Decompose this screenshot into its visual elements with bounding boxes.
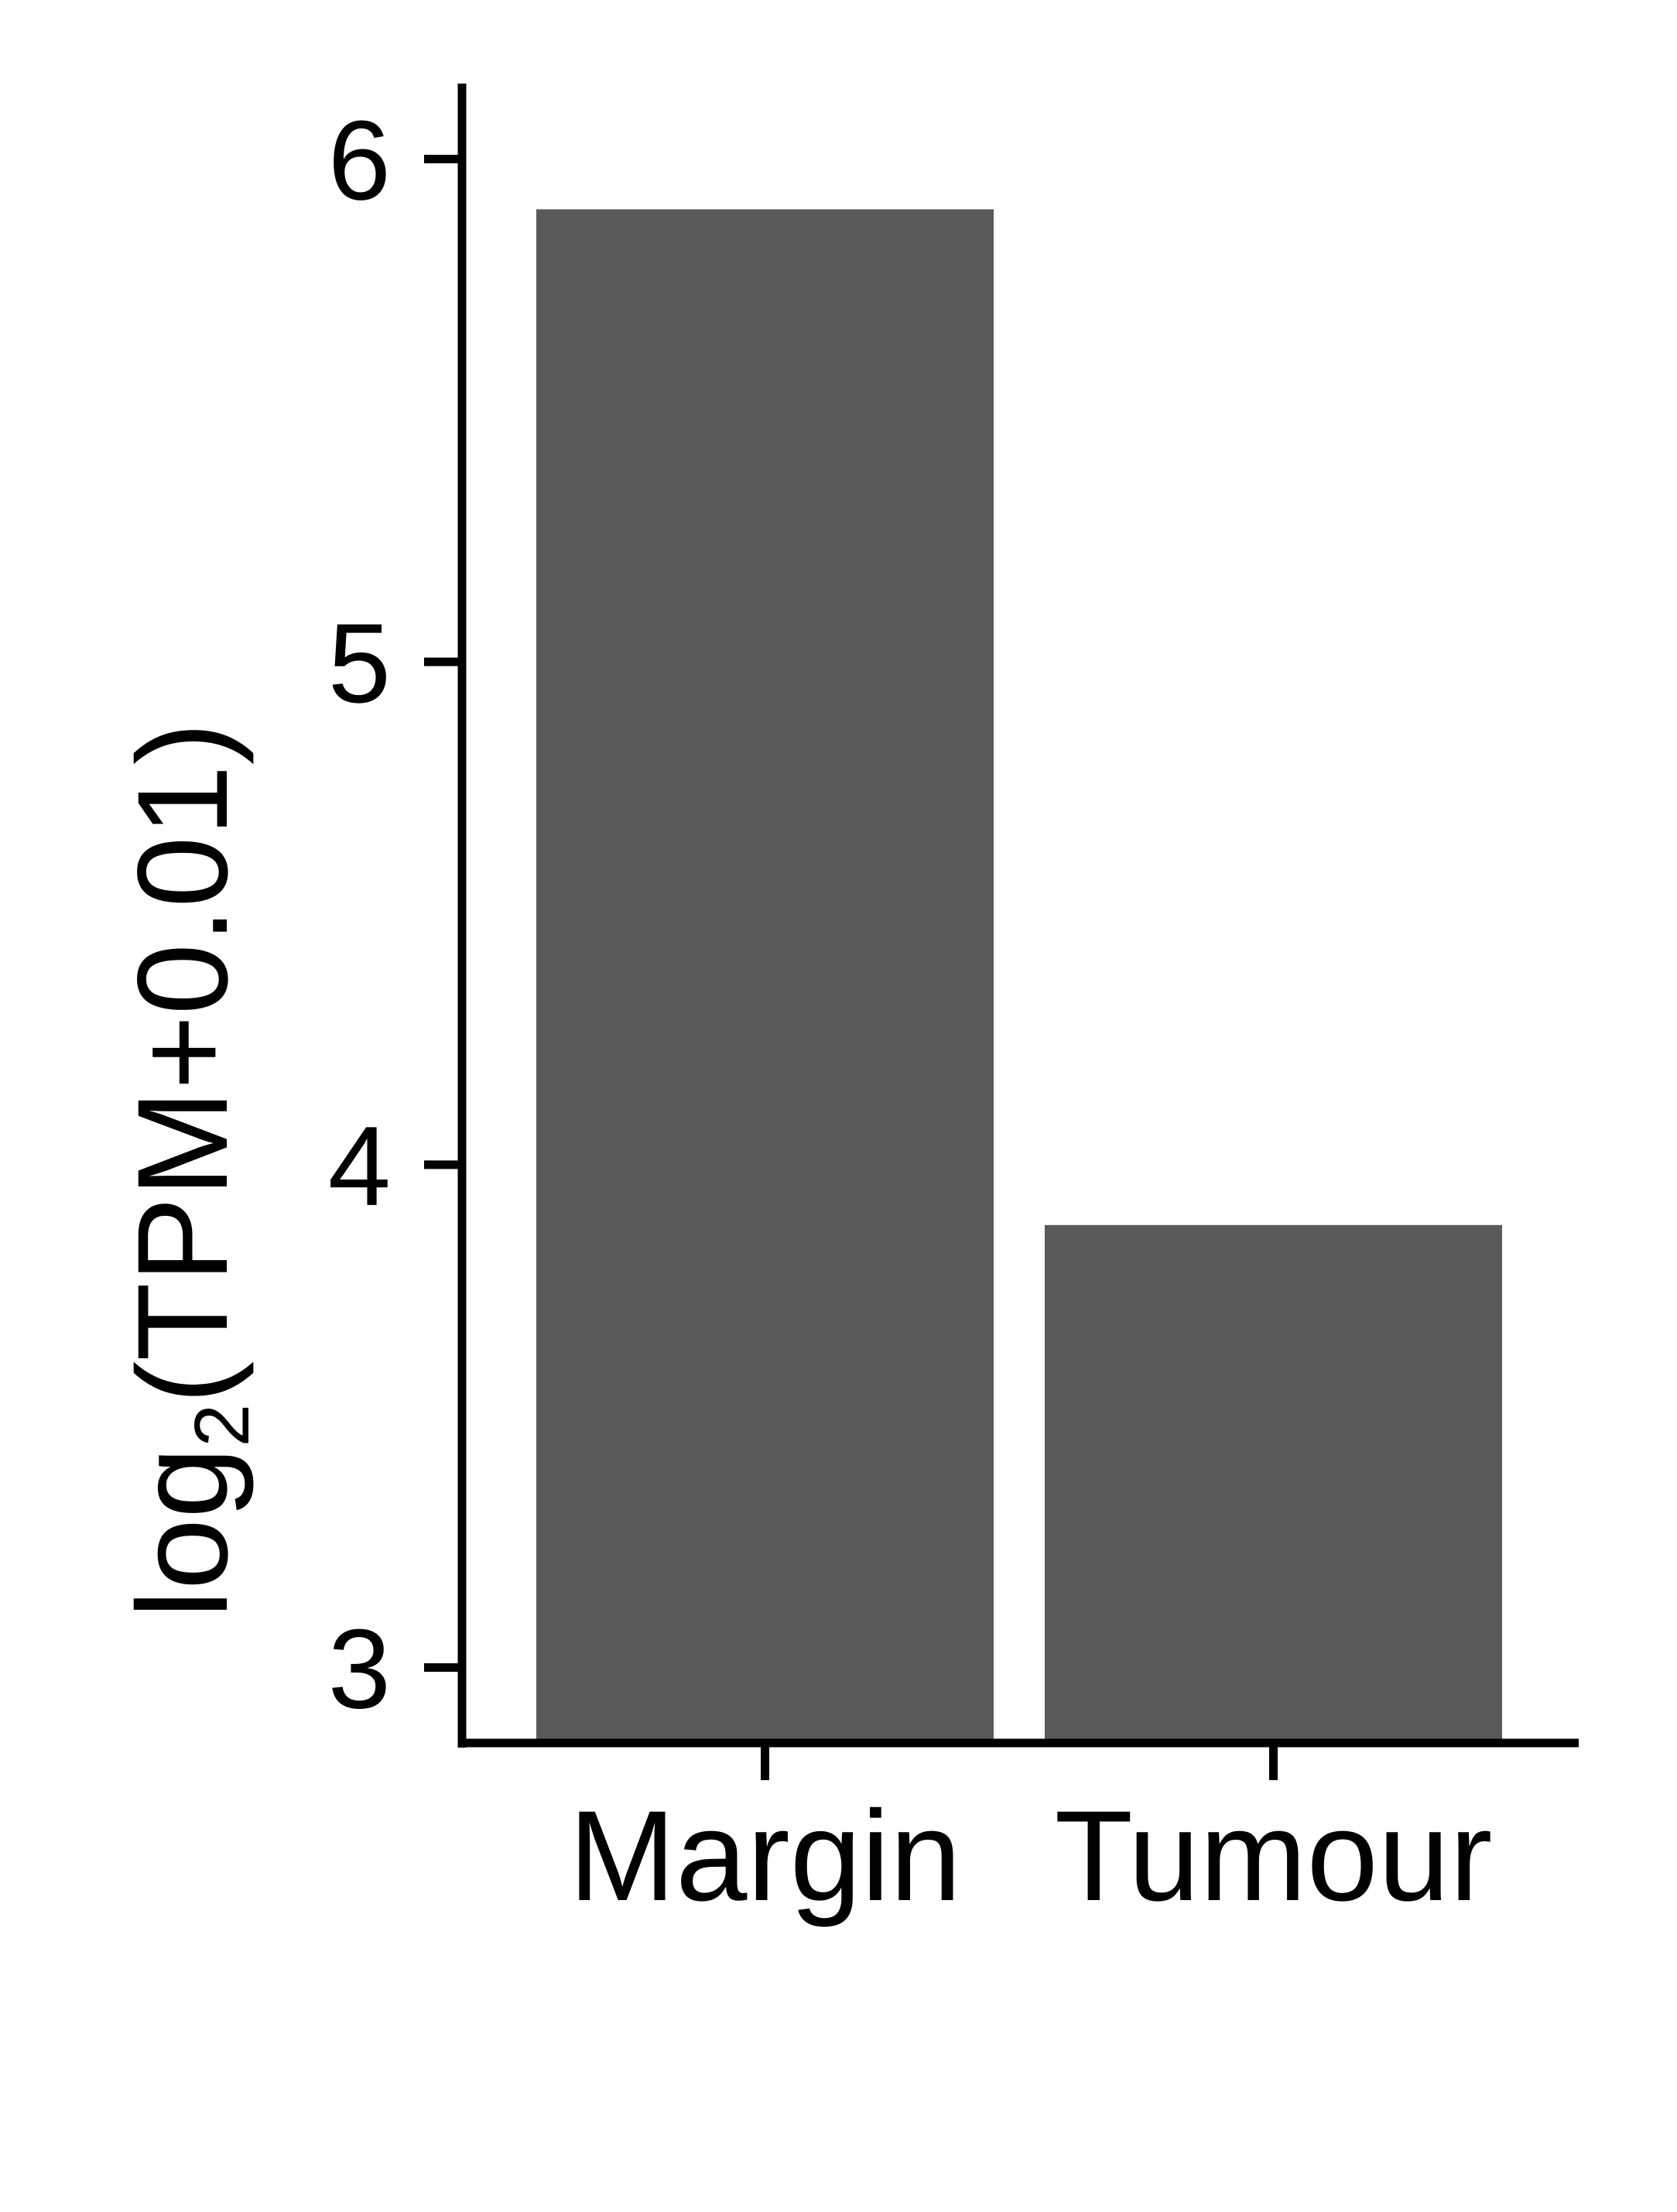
- y-tick-label-4: 4: [328, 1103, 391, 1229]
- bar-margin: [536, 209, 994, 1743]
- y-tick-label-3: 3: [328, 1606, 391, 1732]
- axes-layer: [457, 84, 1579, 1748]
- y-axis-label-base: log: [111, 1447, 255, 1619]
- x-tick-label-tumour: Tumour: [1055, 1785, 1493, 1928]
- y-ticks: 3 4 5 6: [328, 97, 462, 1732]
- y-axis-label-subscript: 2: [179, 1404, 265, 1447]
- y-tick-label-5: 5: [328, 600, 391, 726]
- y-tick-label-6: 6: [328, 97, 391, 223]
- y-axis-label: log2(TPM+0.01): [111, 722, 265, 1618]
- y-axis-label-rest: (TPM+0.01): [111, 722, 255, 1404]
- bars-layer: [536, 209, 1502, 1743]
- x-ticks: Margin Tumour: [569, 1743, 1493, 1928]
- x-tick-label-margin: Margin: [569, 1785, 961, 1928]
- bar-tumour: [1045, 1224, 1502, 1743]
- y-axis-label-group: log2(TPM+0.01): [111, 722, 265, 1618]
